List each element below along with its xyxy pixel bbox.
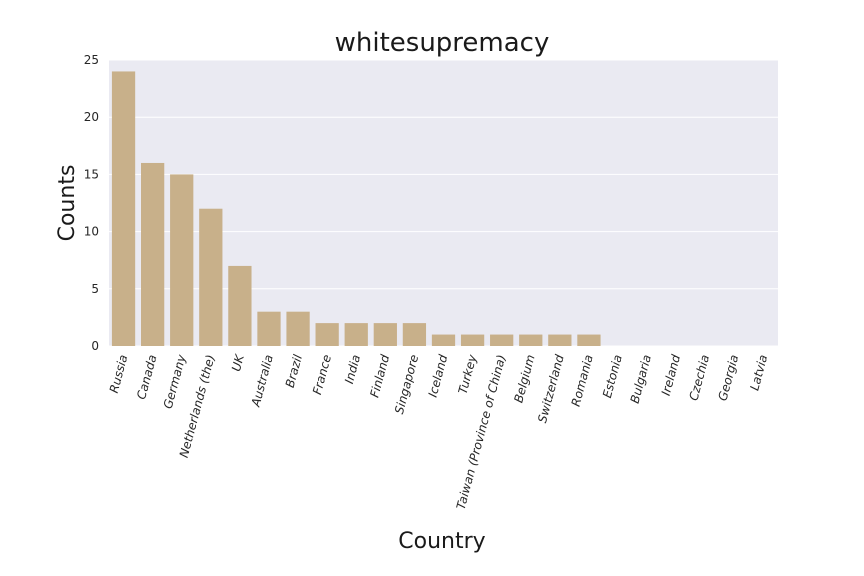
chart-title: whitesupremacy: [335, 28, 550, 58]
x-tick-label: Romania: [569, 353, 596, 408]
y-tick-label: 20: [84, 110, 99, 124]
x-tick-label: Russia: [107, 353, 131, 394]
x-tick-label: Iceland: [426, 353, 451, 399]
bars: [111, 71, 601, 346]
x-tick-label: Switzerland: [535, 353, 567, 425]
x-tick-label: Brazil: [283, 353, 305, 390]
x-tick-label: Germany: [161, 352, 189, 410]
bar-australia: [257, 311, 281, 346]
bar-germany: [170, 174, 194, 346]
bar-india: [344, 323, 368, 346]
x-tick-label: Singapore: [392, 353, 421, 415]
bar-iceland: [431, 334, 456, 346]
x-tick-label: India: [342, 353, 363, 385]
y-tick-labels: 0 5 10 15 20 25: [84, 53, 99, 353]
bar-russia: [111, 71, 136, 346]
bar-belgium: [519, 334, 543, 346]
bar-turkey: [460, 334, 485, 346]
y-tick-label: 0: [91, 339, 99, 353]
bar-brazil: [286, 311, 310, 346]
x-tick-label: Ireland: [659, 353, 683, 397]
x-tick-label: Turkey: [456, 352, 480, 395]
x-tick-label: Bulgaria: [628, 353, 654, 405]
x-tick-label: France: [310, 353, 334, 396]
x-tick-label: Australia: [248, 353, 276, 409]
bar-romania: [577, 334, 601, 346]
x-tick-label: Belgium: [511, 353, 537, 404]
bar-switzerland: [548, 334, 572, 346]
x-tick-label: Czechia: [687, 353, 713, 402]
bar-uk: [228, 265, 252, 346]
bar-france: [315, 323, 339, 346]
x-tick-label: UK: [229, 352, 247, 373]
bar-singapore: [402, 323, 427, 346]
bar-finland: [373, 323, 397, 346]
bar-netherlands-the: [199, 208, 223, 346]
y-tick-label: 15: [84, 167, 99, 181]
bar-canada: [140, 162, 165, 346]
x-axis-title: Country: [398, 529, 485, 554]
x-tick-label: Georgia: [716, 353, 742, 402]
bar-taiwan-province-of-china: [490, 334, 514, 346]
y-axis-title: Counts: [55, 165, 80, 242]
x-tick-label: Finland: [367, 353, 392, 399]
x-tick-label: Estonia: [600, 353, 625, 399]
y-tick-label: 25: [84, 53, 99, 67]
y-tick-label: 10: [84, 225, 99, 239]
x-tick-label: Latvia: [747, 353, 770, 392]
x-tick-label: Canada: [134, 353, 159, 401]
y-tick-label: 5: [91, 282, 99, 296]
